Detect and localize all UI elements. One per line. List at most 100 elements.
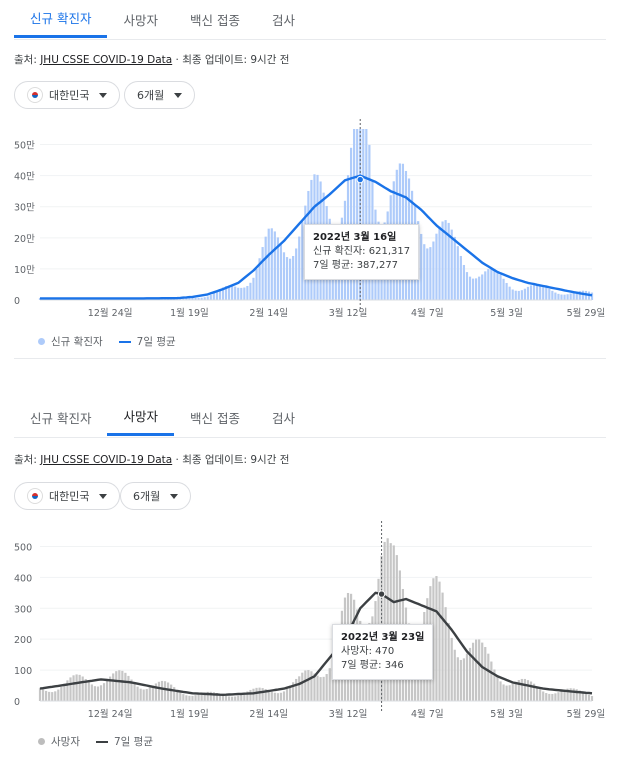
bar xyxy=(179,692,182,701)
legend-avg-label: 7일 평균 xyxy=(113,736,153,748)
country-select[interactable]: 대한민국 xyxy=(14,81,121,109)
bar xyxy=(441,592,444,701)
bar xyxy=(267,690,270,701)
bar xyxy=(200,693,203,701)
bar xyxy=(386,538,389,701)
bar xyxy=(566,688,569,701)
bar xyxy=(313,673,316,701)
bar xyxy=(258,258,261,300)
bar xyxy=(81,676,84,701)
bar xyxy=(197,297,200,300)
source-link[interactable]: JHU CSSE COVID-19 Data xyxy=(40,454,173,466)
bar xyxy=(383,541,386,701)
country-select[interactable]: 대한민국 xyxy=(14,482,121,510)
source-link[interactable]: JHU CSSE COVID-19 Data xyxy=(40,54,173,66)
bar xyxy=(209,294,212,300)
bar xyxy=(517,680,520,701)
bar xyxy=(224,695,228,701)
x-tick-label: 5월 29일 xyxy=(567,708,606,720)
source-label: 출처: xyxy=(14,54,37,66)
tab-deaths[interactable]: 사망자 xyxy=(123,12,158,28)
bar xyxy=(109,676,112,701)
bar xyxy=(38,688,42,701)
bar xyxy=(124,672,127,701)
bar xyxy=(471,642,475,701)
bar xyxy=(69,677,72,701)
bar xyxy=(322,676,325,701)
bar xyxy=(304,670,307,701)
bar xyxy=(145,689,148,701)
bar xyxy=(224,286,228,300)
bar xyxy=(499,274,502,300)
bar xyxy=(203,692,206,701)
y-tick-label: 40만 xyxy=(14,172,35,183)
bar xyxy=(295,248,298,300)
tooltip-new-cases: 2022년 3월 16일 신규 확진자: 621,317 7일 평균: 387,… xyxy=(304,224,420,280)
bar xyxy=(90,684,93,701)
y-tick-label: 0 xyxy=(14,296,20,307)
bar xyxy=(453,236,456,300)
legend-avg-swatch xyxy=(95,740,108,743)
bar xyxy=(560,690,563,701)
bar xyxy=(557,293,560,300)
bar xyxy=(215,290,218,300)
y-tick-label: 30만 xyxy=(14,203,35,214)
deaths-chart[interactable]: 0 100 200 300 400 500 12월 24일 1월 19일 2월 14일 3월 12… xyxy=(0,520,640,730)
bar xyxy=(316,675,319,701)
bar xyxy=(481,642,484,701)
bar xyxy=(191,695,194,701)
period-select[interactable]: 6개월 xyxy=(120,482,192,510)
bar xyxy=(563,294,566,300)
x-tick-label: 2월 14일 xyxy=(249,708,288,720)
tab-vaccinations[interactable]: 백신 접종 xyxy=(190,12,240,28)
bar xyxy=(328,668,331,701)
source-line: 출처: JHU CSSE COVID-19 Data · 최종 업데이트: 9시… xyxy=(14,52,289,67)
tab-vaccinations[interactable]: 백신 접종 xyxy=(190,410,240,426)
bar xyxy=(551,290,554,300)
bar xyxy=(532,683,536,701)
bar xyxy=(270,228,273,300)
tab-deaths[interactable]: 사망자 xyxy=(107,398,174,436)
bar xyxy=(542,691,545,701)
bar xyxy=(279,692,283,701)
tooltip-date: 2022년 3월 16일 xyxy=(313,232,397,243)
bar xyxy=(173,687,176,701)
bar xyxy=(438,581,441,701)
y-tick-label: 100 xyxy=(14,666,32,677)
bar xyxy=(105,680,109,701)
highlight-point xyxy=(356,175,364,184)
bar xyxy=(426,248,429,300)
bar xyxy=(142,689,145,701)
bar xyxy=(170,684,173,701)
bar xyxy=(432,241,435,300)
bar xyxy=(584,693,588,701)
highlight-point xyxy=(377,590,386,598)
tab-tests[interactable]: 검사 xyxy=(271,410,295,426)
bar xyxy=(252,688,255,701)
tab-tests[interactable]: 검사 xyxy=(271,12,295,28)
bar xyxy=(130,679,133,701)
period-select[interactable]: 6개월 xyxy=(124,81,196,109)
bar xyxy=(301,672,304,701)
bar xyxy=(475,278,478,300)
bar xyxy=(566,294,569,300)
bar xyxy=(292,682,295,701)
bar xyxy=(221,287,225,300)
bar xyxy=(48,691,51,701)
bar xyxy=(508,685,511,701)
bar xyxy=(572,292,575,300)
bar xyxy=(456,246,459,300)
y-tick-label: 50만 xyxy=(14,141,35,152)
tab-new-cases[interactable]: 신규 확진자 xyxy=(14,0,108,38)
bar xyxy=(279,244,283,300)
bar xyxy=(166,682,170,701)
tab-new-cases[interactable]: 신규 확진자 xyxy=(30,410,92,426)
bar xyxy=(231,285,234,300)
bar xyxy=(523,678,527,701)
bar xyxy=(298,236,301,300)
bar xyxy=(511,683,514,701)
y-tick-label: 300 xyxy=(14,604,32,615)
bar xyxy=(212,692,215,701)
bar xyxy=(496,271,499,300)
new-cases-chart[interactable]: 0 10만 20만 30만 40만 50만 12월 24일 1월 19일 2월 14일 3월 12… xyxy=(0,118,640,328)
